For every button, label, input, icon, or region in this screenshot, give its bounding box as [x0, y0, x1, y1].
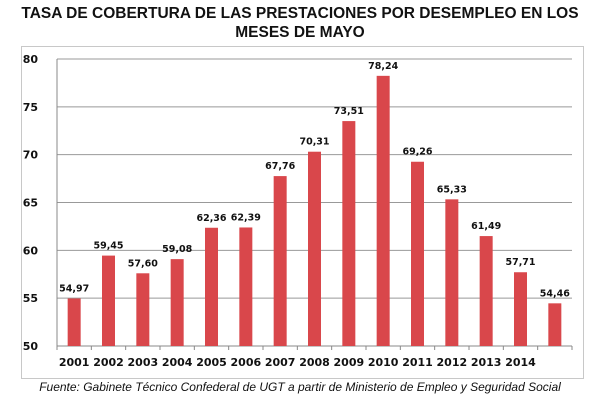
x-tick-label: 2003 — [128, 356, 159, 369]
data-label: 69,26 — [402, 147, 432, 158]
data-label: 67,76 — [265, 161, 295, 172]
x-tick-label: 2011 — [402, 356, 433, 369]
y-tick-label: 55 — [23, 292, 38, 305]
y-tick-label: 70 — [23, 149, 39, 162]
x-tick-label: 2006 — [231, 356, 262, 369]
bar — [239, 227, 253, 346]
data-label: 54,46 — [540, 288, 570, 299]
bar — [479, 236, 493, 346]
x-tick-label: 2008 — [299, 356, 330, 369]
data-label: 62,36 — [196, 213, 226, 224]
bar — [308, 151, 321, 346]
chart-title-line2: MESES DE MAYO — [235, 24, 365, 41]
bar — [342, 121, 356, 346]
x-tick-label: 2004 — [162, 356, 193, 369]
data-label: 65,33 — [437, 184, 467, 195]
x-tick-label: 2013 — [471, 356, 502, 369]
data-label: 59,45 — [93, 241, 123, 252]
bar — [67, 298, 81, 346]
data-label: 62,39 — [231, 212, 261, 223]
bar — [205, 227, 218, 346]
x-tick-label: 2007 — [265, 356, 296, 369]
bar — [273, 176, 287, 346]
data-label: 73,51 — [334, 106, 364, 117]
data-label: 57,71 — [505, 257, 535, 268]
chart-frame — [21, 46, 584, 379]
bar — [102, 255, 115, 346]
y-tick-label: 65 — [23, 197, 38, 210]
data-label: 61,49 — [471, 221, 501, 232]
data-label: 59,08 — [162, 244, 192, 255]
x-tick-label: 2014 — [505, 356, 536, 369]
bar — [445, 199, 459, 346]
data-label: 78,24 — [368, 61, 398, 72]
data-label: 54,97 — [59, 283, 89, 294]
y-tick-label: 50 — [23, 340, 39, 353]
x-tick-label: 2002 — [93, 356, 124, 369]
bar — [136, 273, 150, 346]
x-tick-label: 2009 — [334, 356, 365, 369]
bar — [411, 161, 424, 346]
source-note: Fuente: Gabinete Técnico Confederal de U… — [39, 380, 561, 394]
bar — [170, 259, 184, 346]
x-tick-label: 2001 — [59, 356, 90, 369]
bar — [514, 272, 527, 346]
bar — [376, 75, 390, 346]
y-tick-label: 60 — [23, 244, 39, 257]
x-tick-label: 2010 — [368, 356, 399, 369]
data-label: 70,31 — [299, 137, 329, 148]
x-tick-label: 2012 — [437, 356, 468, 369]
x-tick-label: 2005 — [196, 356, 227, 369]
chart-title-line1: TASA DE COBERTURA DE LAS PRESTACIONES PO… — [21, 5, 579, 22]
chart-title: TASA DE COBERTURA DE LAS PRESTACIONES PO… — [0, 4, 600, 42]
y-tick-label: 75 — [23, 101, 38, 114]
y-tick-label: 80 — [23, 53, 39, 66]
data-label: 57,60 — [128, 258, 158, 269]
bar — [548, 303, 562, 346]
